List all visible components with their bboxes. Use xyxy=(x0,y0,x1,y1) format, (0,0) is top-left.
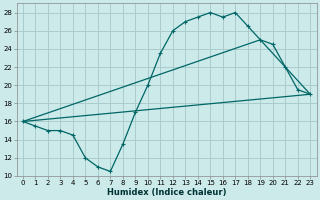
X-axis label: Humidex (Indice chaleur): Humidex (Indice chaleur) xyxy=(107,188,226,197)
